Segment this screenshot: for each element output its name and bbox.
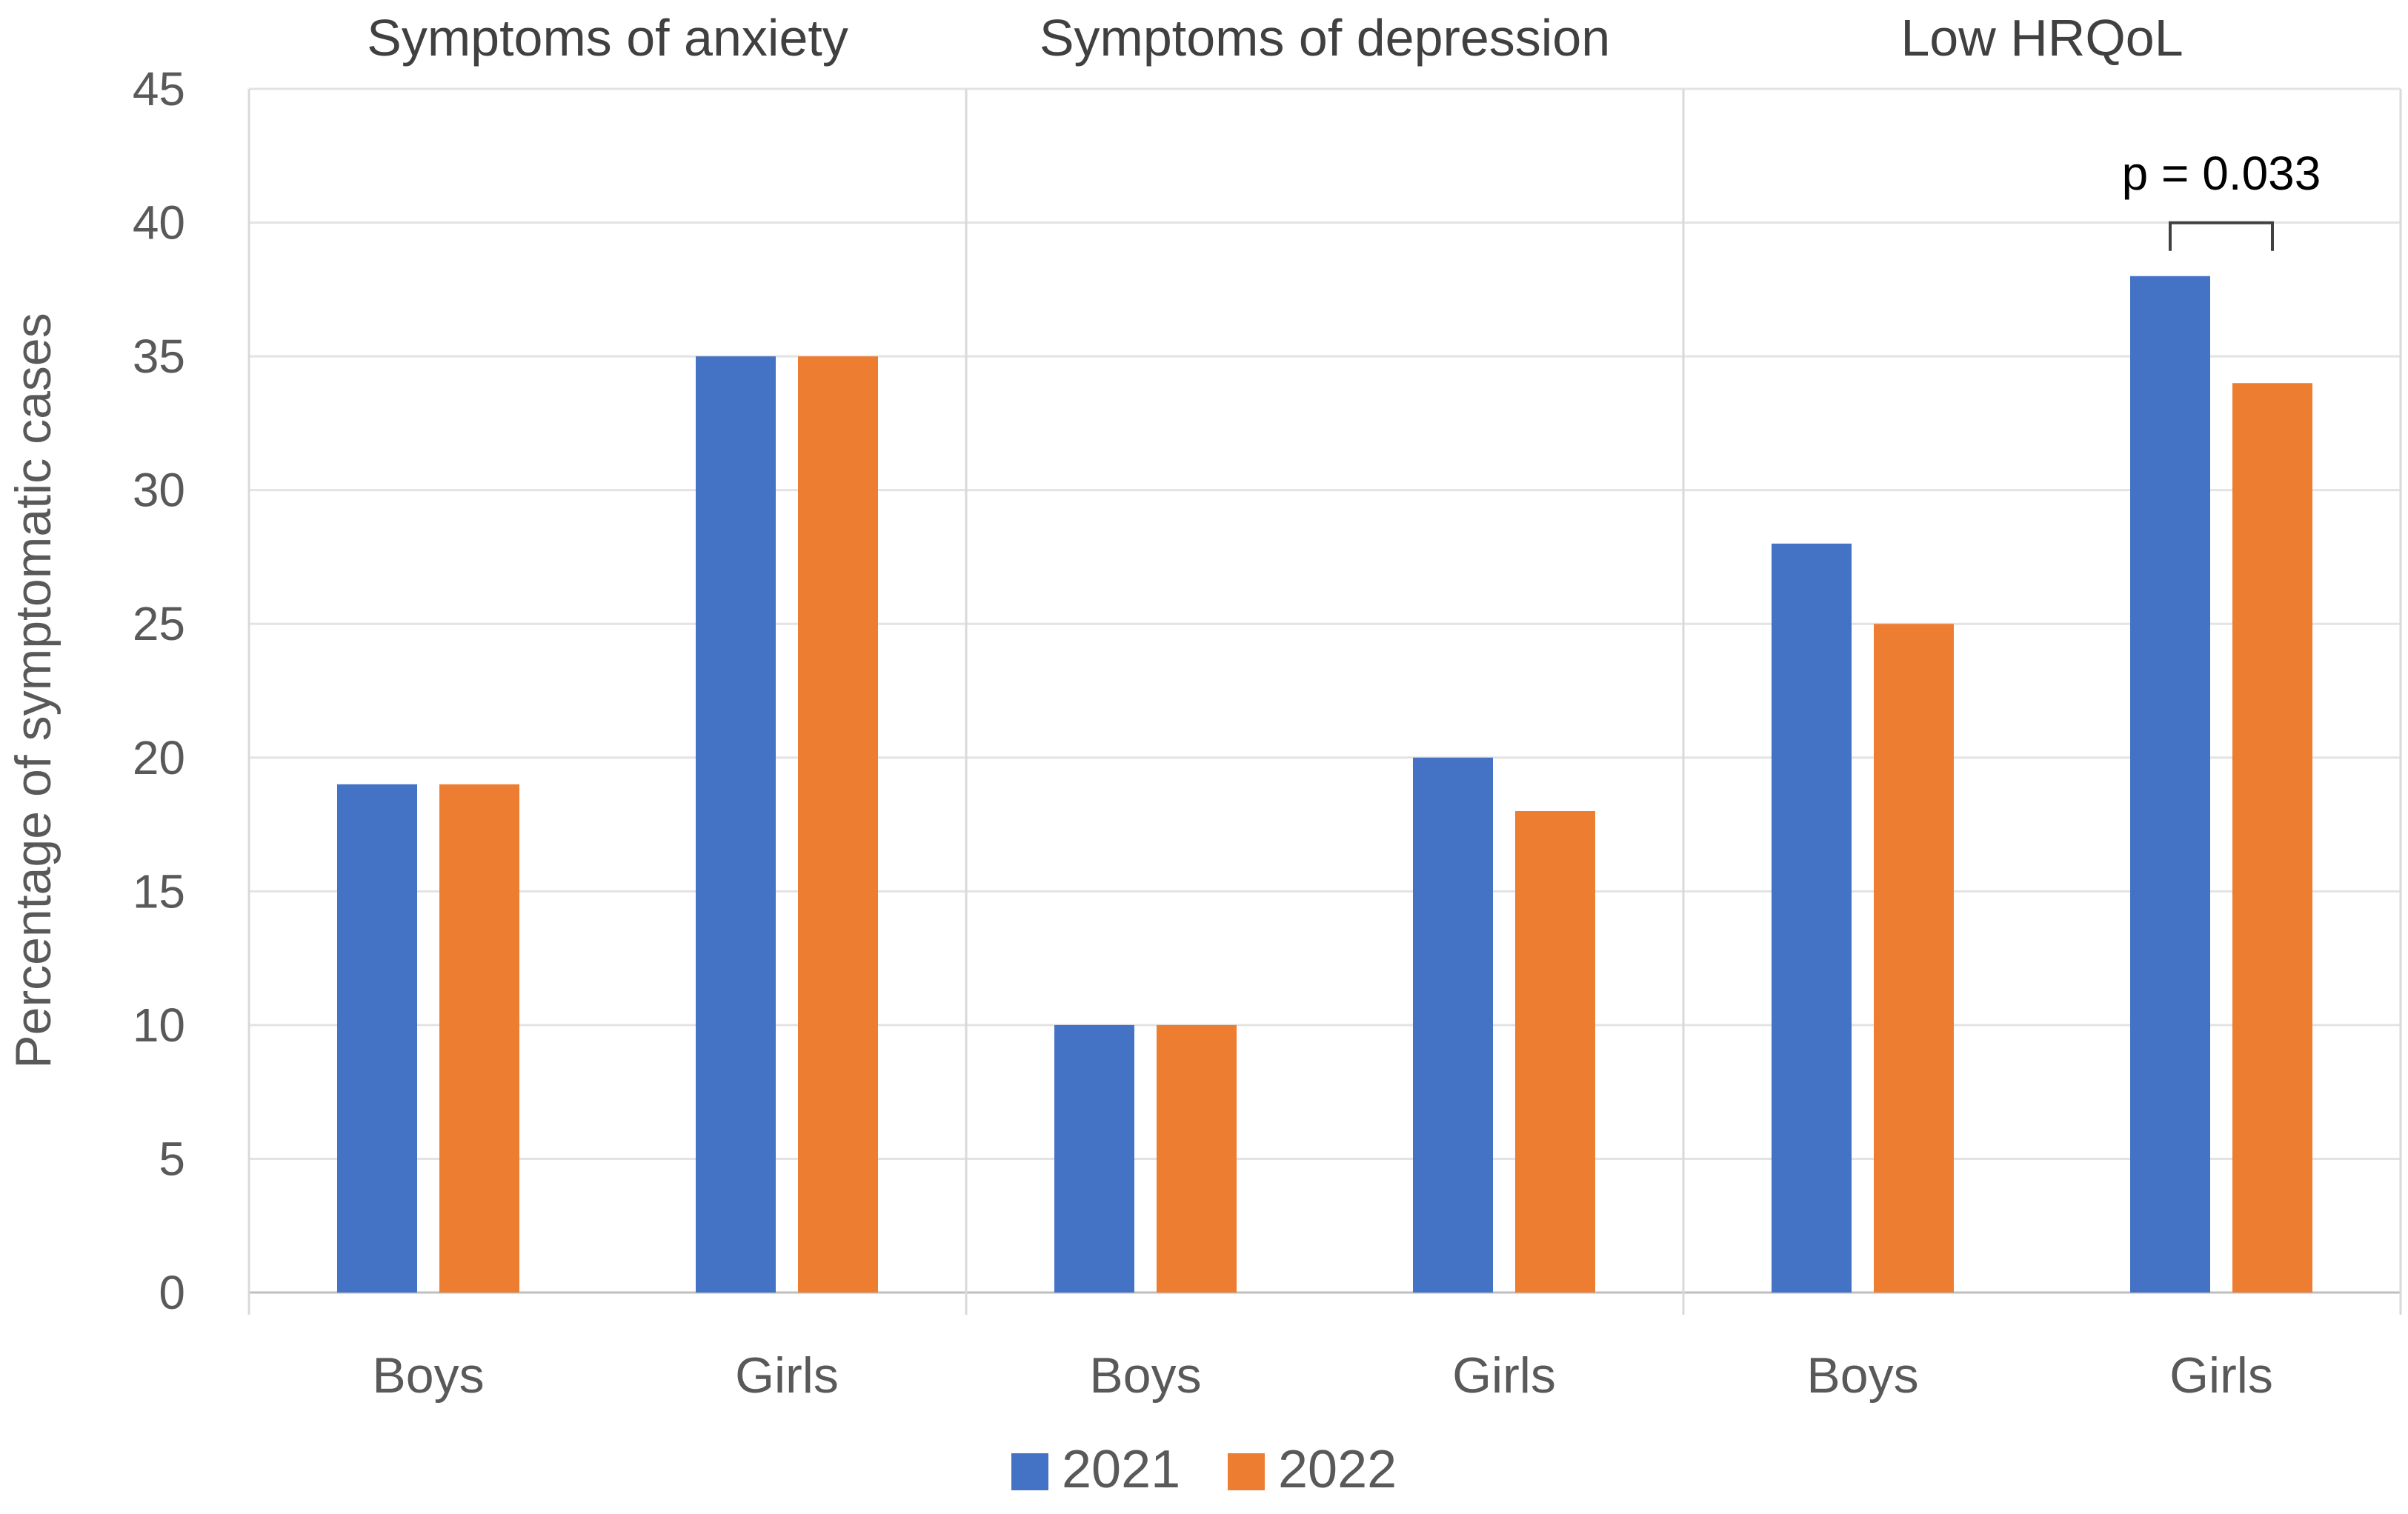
group-title: Symptoms of depression [1040, 9, 1610, 67]
significance-bracket [2169, 221, 2274, 251]
legend-item-2022: 2022 [1228, 1440, 1397, 1499]
group-title: Symptoms of anxiety [367, 9, 848, 67]
y-tick-label: 25 [133, 597, 185, 650]
y-axis-title: Percentage of symptomatic cases [5, 313, 61, 1068]
x-category-label: Girls [2169, 1347, 2273, 1404]
p-value-label: p = 0.033 [2122, 147, 2321, 200]
x-category-label: Boys [1806, 1347, 1918, 1404]
legend-label: 2021 [1062, 1440, 1180, 1499]
x-category-label: Boys [1089, 1347, 1201, 1404]
bar-2022-boys [1157, 1024, 1237, 1293]
bar-2021-girls [1413, 757, 1493, 1293]
legend-label: 2022 [1278, 1440, 1397, 1499]
y-tick-label: 5 [159, 1132, 185, 1185]
bars [337, 276, 2312, 1293]
bar-2022-boys [439, 784, 519, 1293]
x-category-label: Girls [1452, 1347, 1556, 1404]
y-tick-label: 45 [133, 62, 185, 116]
legend-item-2021: 2021 [1011, 1440, 1180, 1499]
y-tick-label: 35 [133, 330, 185, 383]
y-tick-label: 15 [133, 864, 185, 918]
group-titles: Symptoms of anxiety Symptoms of depressio… [367, 9, 2183, 67]
y-tick-label: 20 [133, 731, 185, 784]
y-tick-label: 10 [133, 998, 185, 1052]
legend-swatch [1011, 1453, 1048, 1490]
y-tick-label: 40 [133, 196, 185, 250]
y-tick-label: 0 [159, 1266, 185, 1319]
axis-labels: 0 5 10 15 20 25 30 35 40 45 Boys Girls Boys Girls Boys… [5, 62, 2273, 1404]
y-tick-label: 30 [133, 464, 185, 517]
x-category-label: Girls [735, 1347, 839, 1404]
legend-swatch [1228, 1453, 1265, 1490]
bar-2021-boys [1054, 1024, 1134, 1293]
bar-2022-girls [2232, 383, 2312, 1293]
bar-2021-boys [337, 784, 417, 1293]
group-dividers [247, 89, 2402, 1315]
bar-2022-girls [1515, 811, 1595, 1293]
gridlines [249, 87, 2401, 1294]
bar-2022-girls [798, 356, 878, 1293]
bar-2021-boys [1772, 543, 1852, 1293]
x-category-label: Boys [372, 1347, 484, 1404]
bar-2021-girls [696, 356, 776, 1293]
bar-2021-girls [2130, 276, 2210, 1293]
significance-annotation: p = 0.033 [2122, 147, 2321, 251]
bar-2022-boys [1874, 624, 1954, 1293]
legend: 2021 2022 [1011, 1440, 1397, 1499]
group-title: Low HRQoL [1900, 9, 2183, 67]
